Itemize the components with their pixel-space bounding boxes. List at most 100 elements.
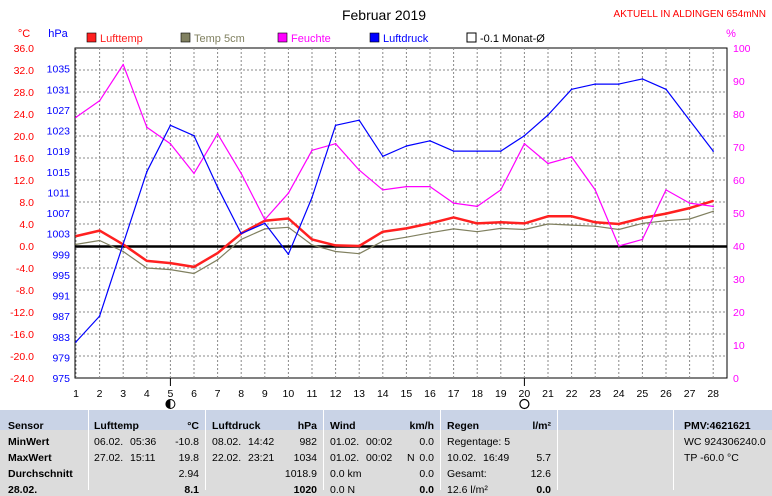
wind-min-value: 0.0: [419, 436, 434, 448]
pressure-tick-label: 1027: [47, 105, 71, 117]
x-tick-label: 28: [707, 388, 719, 400]
wind-avg-label: 0.0 km: [330, 468, 362, 480]
series-point-feuchte: [264, 218, 266, 221]
series-point-luftdruck: [75, 341, 77, 343]
wind-max-time: 00:02: [366, 452, 393, 464]
sensor-column: Sensor MinWert MaxWert Durchschnitt 28.0…: [0, 410, 88, 496]
luftdruck-title: Luftdruck: [212, 420, 261, 432]
humidity-tick-label: 30: [733, 274, 745, 286]
humidity-tick-label: 20: [733, 307, 745, 319]
regen-days: Regentage: 5: [447, 436, 511, 448]
series-point-feuchte: [75, 116, 77, 119]
x-tick-label: 16: [424, 388, 436, 400]
regen-last-value: 0.0: [536, 484, 551, 496]
series-point-temp-5cm: [618, 228, 620, 231]
series-point-feuchte: [570, 156, 573, 158]
plot-frame: [74, 47, 728, 379]
pressure-tick-label: 991: [52, 291, 70, 303]
series-point-temp-5cm: [688, 218, 691, 220]
humidity-unit-label: %: [726, 28, 736, 40]
temp-tick-label: -20.0: [10, 351, 34, 363]
x-tick-label: 21: [542, 388, 554, 400]
series-point-temp-5cm: [405, 236, 408, 238]
series-point-feuchte: [429, 185, 431, 188]
series-point-feuchte: [122, 63, 124, 66]
legend-swatch: [369, 32, 380, 43]
regen-unit: l/m²: [532, 420, 551, 432]
legend-swatch: [180, 32, 191, 43]
x-tick-label: 23: [589, 388, 601, 400]
series-point-temp-5cm: [476, 230, 479, 233]
series-point-luftdruck: [665, 88, 667, 91]
series-layer: [75, 63, 727, 343]
pressure-tick-label: 999: [52, 249, 70, 261]
luftdruck-min-date: 08.02.: [212, 436, 242, 448]
series-point-lufttemp: [665, 212, 667, 215]
wind-min-time: 00:02: [366, 436, 393, 448]
series-point-temp-5cm: [570, 224, 573, 226]
x-tick-label: 8: [238, 388, 244, 400]
series-point-feuchte: [311, 149, 313, 152]
humidity-tick-label: 50: [733, 208, 745, 220]
legend-swatch: [277, 32, 288, 43]
luftdruck-min-value: 982: [299, 436, 317, 448]
pressure-tick-label: 1019: [47, 146, 71, 158]
series-point-feuchte: [169, 142, 172, 145]
pressure-tick-label: 987: [52, 311, 70, 323]
series-point-lufttemp: [547, 215, 549, 218]
series-point-lufttemp: [641, 217, 644, 219]
series-point-luftdruck: [240, 232, 242, 235]
series-point-temp-5cm: [287, 226, 290, 229]
x-tick-label: 25: [637, 388, 649, 400]
series-point-temp-5cm: [429, 232, 431, 234]
legend-label: Lufttemp: [100, 33, 143, 45]
series-point-temp-5cm: [240, 238, 242, 241]
pmv-title: PMV:4621621: [684, 420, 751, 432]
lufttemp-min-date: 06.02.: [94, 436, 124, 448]
lufttemp-max-time: 15:11: [130, 452, 156, 464]
series-point-feuchte: [618, 245, 620, 247]
temp-tick-label: -12.0: [10, 307, 34, 319]
series-point-lufttemp: [688, 207, 691, 209]
chart-background: [0, 0, 772, 410]
pmv-column: PMV:4621621 WC 924306240.0 TP -60.0 °C: [674, 410, 772, 490]
lufttemp-column: Lufttemp °C 06.02. 05:36 -10.8 27.02. 15…: [89, 410, 205, 496]
grid: [75, 48, 727, 378]
x-tick-label: 14: [377, 388, 389, 400]
luftdruck-last-value: 1020: [293, 484, 317, 496]
series-point-feuchte: [641, 238, 644, 241]
series-point-luftdruck: [641, 78, 644, 80]
series-point-luftdruck: [169, 124, 172, 127]
series-point-temp-5cm: [547, 223, 549, 225]
series-point-luftdruck: [98, 315, 101, 317]
series-point-luftdruck: [547, 114, 549, 116]
series-line-luftdruck: [75, 78, 714, 343]
lufttemp-last-value: 8.1: [184, 484, 199, 496]
series-point-feuchte: [287, 192, 290, 194]
series-point-luftdruck: [405, 145, 408, 147]
row-label-min: MinWert: [8, 436, 50, 448]
series-point-lufttemp: [618, 223, 620, 225]
regen-total-value: 12.6: [530, 468, 551, 480]
regen-column: Regen l/m² Regentage: 5 10.02. 16:49 5.7…: [441, 410, 557, 496]
pressure-tick-label: 1031: [47, 84, 71, 96]
series-point-lufttemp: [287, 217, 290, 220]
pressure-tick-label: 1007: [47, 208, 71, 220]
x-tick-label: 19: [495, 388, 507, 400]
series-point-feuchte: [334, 142, 337, 145]
regen-last-label: 12.6 l/m²: [447, 484, 488, 496]
lufttemp-max-date: 27.02.: [94, 452, 124, 464]
temp-tick-label: 4.0: [19, 219, 34, 231]
series-point-temp-5cm: [641, 222, 644, 225]
series-point-temp-5cm: [452, 228, 455, 230]
pressure-tick-label: 1015: [47, 167, 71, 179]
series-point-temp-5cm: [500, 227, 502, 230]
lufttemp-min-value: -10.8: [175, 436, 199, 448]
temp-tick-label: -8.0: [16, 285, 34, 297]
temp-tick-label: 28.0: [14, 87, 35, 99]
luftdruck-max-value: 1034: [293, 452, 317, 464]
x-tick-label: 24: [613, 388, 625, 400]
wind-unit: km/h: [409, 420, 434, 432]
series-point-temp-5cm: [193, 272, 195, 275]
humidity-tick-label: 80: [733, 109, 745, 121]
